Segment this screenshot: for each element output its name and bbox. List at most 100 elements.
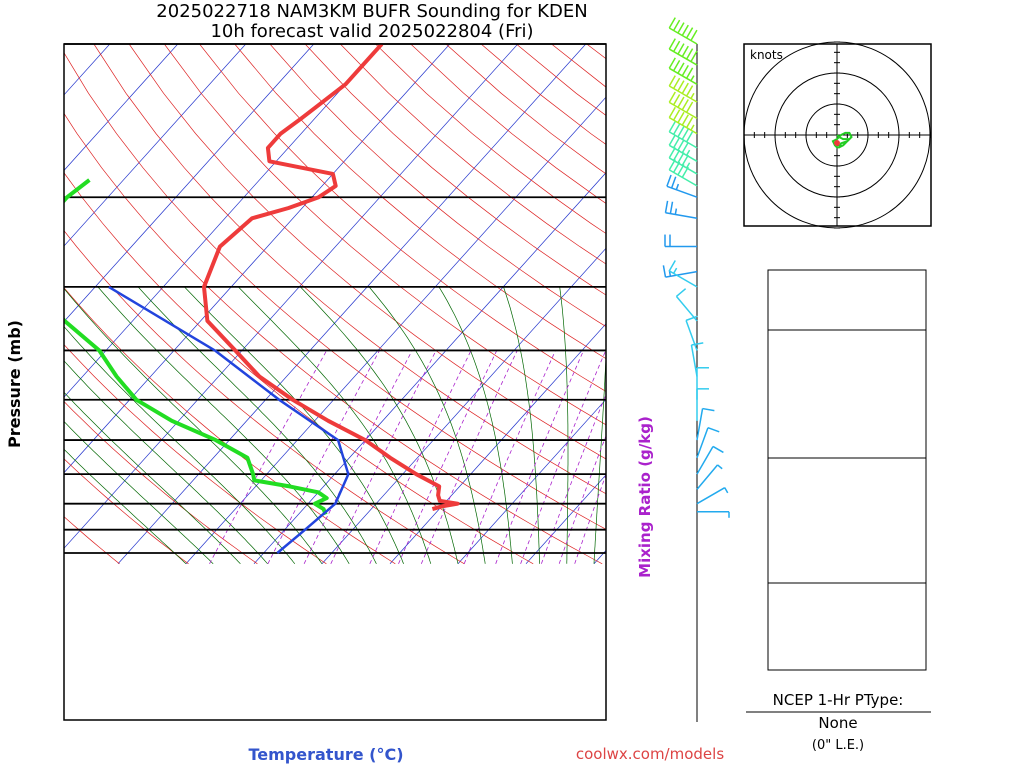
wind-barb-flag [672,40,681,52]
wind-barb-flag [677,62,685,74]
dry-adiabat-line [164,44,606,426]
wind-barb-flag [668,121,676,133]
wind-barb-shaft [696,487,726,505]
hodograph-storm-motion-marker [834,140,840,146]
wind-barbs [662,17,730,518]
wind-barb-flag [668,38,676,50]
wind-barb [668,260,698,288]
wind-barb-flag [677,152,685,164]
dry-adiabat-line [64,112,603,565]
wind-barb-half-flag [690,92,695,99]
wind-barb-flag [685,101,694,113]
wind-barb [696,445,724,475]
wind-barb-half-flag [675,183,680,190]
mixing-ratio-line [495,350,584,564]
dry-adiabat-line [64,52,606,530]
mixing-ratio-line [420,350,518,564]
dry-adiabat-line [64,458,189,565]
moist-adiabat-line [368,286,486,564]
wind-barb-flag [681,154,689,166]
wind-barb-shaft [696,427,709,459]
title-line1: 2025022718 NAM3KM BUFR Sounding for KDEN [156,1,587,22]
isotherm-line [64,44,247,247]
wind-barb-flag [672,123,681,135]
wind-barb-half-flag [674,208,678,215]
indices-section-box [767,582,927,671]
wind-barb-flag [690,29,698,41]
moist-adiabat-line [300,286,459,564]
wind-barb-flag [675,288,687,297]
isotherm-line [525,474,606,565]
moist-adiabat-line [64,360,268,565]
sounding-profiles [64,44,460,554]
wind-barb-shaft [696,408,704,441]
mixing-ratio-line [303,350,413,564]
ptype-title: NCEP 1-Hr PType: [773,691,904,709]
wind-barb-flag [691,342,704,346]
wind-barb-flag [702,407,715,412]
wind-barb-flag [672,137,681,149]
wind-barb-shaft [685,320,698,351]
hodograph-units-label: knots [750,48,783,62]
wind-barb-flag [677,126,685,138]
wind-barb-shaft [690,344,698,377]
wind-barb-flag [685,67,694,79]
wind-barb-flag [685,131,694,143]
parcel-profile-line [108,285,350,554]
wind-barb-flag [668,57,676,69]
dry-adiabat-line [64,344,327,565]
wind-barb [696,407,715,441]
mixing-ratio-line [267,350,380,564]
wind-barb-flag [672,161,681,173]
wind-barb-flag [677,164,685,176]
moist-adiabat-line [97,286,350,564]
wind-barb [668,75,698,103]
dry-adiabat-line [340,44,606,265]
wind-barb [668,159,698,187]
wind-barb-flag [677,96,685,108]
title-line2: 10h forecast valid 2025022804 (Fri) [210,21,533,42]
wind-barb [696,388,709,421]
wind-barb-flag [690,50,698,62]
moist-adiabat-line [137,286,377,564]
wind-barb-flag [670,176,677,189]
wind-barb-flag [685,85,694,97]
footer-url: coolwx.com/models [576,745,724,763]
wind-barb-flag [681,45,689,57]
mixing-ratio-line [541,393,606,564]
indices-section-box [767,329,927,459]
isotherm-line [64,44,383,398]
wind-barb [696,367,709,400]
y-axis-label: Pressure (mb) [5,320,24,448]
wind-barb [666,174,698,198]
mixing-ratio-line [369,350,472,564]
dry-adiabat-line [199,44,606,392]
wind-barb [668,17,698,45]
isotherm-line [64,44,451,474]
wind-barb-flag [677,139,685,151]
wind-barb [690,342,704,377]
moist-adiabat-line [238,286,432,564]
wind-barb-flag [664,200,669,213]
wind-barb-flag [677,22,685,34]
dry-adiabat-line [64,230,465,565]
wind-barb-flag [668,260,676,272]
wind-barb-flag [681,114,689,126]
wind-barb-flag [668,17,676,29]
dry-adiabat-line [64,401,258,565]
wind-barb-flag [681,142,689,154]
temperature-profile-line [202,44,460,512]
plot-frame [63,43,607,721]
dry-adiabat-line [234,44,606,360]
moist-adiabat-line [64,288,323,565]
moist-adiabat-line [64,326,296,565]
wind-barb-flag [707,426,720,433]
mixing-ratio-line [330,350,437,564]
wind-barb-flag [668,75,676,87]
mixing-ratio-line [558,434,606,564]
wind-barb [664,234,697,248]
hodograph-trace [831,131,853,149]
wind-barb-half-flag [685,162,691,169]
wind-barb-flag [668,159,676,171]
dry-adiabat-line [304,44,606,296]
